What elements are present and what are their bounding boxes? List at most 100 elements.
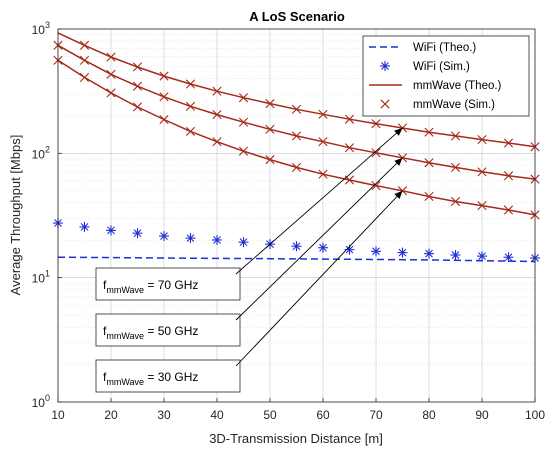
data-point-cross (185, 79, 196, 89)
data-point-cross (503, 171, 514, 181)
cross-stroke (318, 169, 328, 179)
legend-label: WiFi (Sim.) (413, 61, 470, 73)
x-tick-label: 100 (525, 408, 545, 422)
x-tick-label: 90 (475, 408, 489, 422)
x-tick-label: 10 (51, 408, 65, 422)
cross-stroke (132, 62, 143, 72)
data-point-asterisk (79, 221, 90, 232)
legend-label: WiFi (Theo.) (413, 42, 476, 54)
data-point-asterisk (185, 233, 196, 244)
x-tick-label: 40 (210, 408, 224, 422)
data-point-cross (185, 126, 196, 137)
data-point-cross (318, 169, 328, 179)
data-point-asterisk (397, 247, 408, 258)
annotation-label: fmmWave = 70 GHz (103, 278, 198, 295)
cross-stroke (132, 102, 143, 112)
x-tick-label: 80 (422, 408, 436, 422)
cross-stroke (132, 81, 143, 91)
asterisk-stroke (133, 229, 142, 238)
cross-stroke (79, 72, 90, 82)
data-point-cross (79, 40, 90, 50)
cross-stroke (477, 200, 487, 211)
cross-stroke (238, 117, 249, 127)
annotation-arrow (235, 190, 403, 367)
cross-stroke (291, 162, 302, 173)
x-tick-label: 70 (369, 408, 383, 422)
cross-stroke (265, 99, 275, 109)
asterisk-stroke (478, 252, 486, 261)
cross-stroke (106, 69, 116, 79)
asterisk-stroke (381, 62, 389, 70)
legend-asterisk-marker (380, 61, 390, 71)
cross-stroke (265, 155, 275, 165)
data-point-cross (265, 124, 275, 134)
cross-stroke (380, 99, 390, 109)
y-tick-label: 103 (32, 20, 50, 37)
cross-stroke (344, 143, 355, 153)
asterisk-stroke (319, 243, 327, 252)
cross-stroke (212, 86, 222, 96)
data-point-cross (238, 117, 249, 127)
data-point-cross (79, 72, 90, 82)
cross-stroke (371, 181, 381, 191)
cross-stroke (371, 148, 381, 158)
cross-stroke (79, 55, 90, 65)
asterisk-stroke (451, 251, 460, 259)
annotation-label: fmmWave = 50 GHz (103, 324, 198, 341)
asterisk-stroke (160, 232, 168, 240)
cross-stroke (159, 92, 169, 102)
data-point-cross (132, 81, 143, 91)
cross-stroke (212, 137, 222, 147)
legend-label: mmWave (Sim.) (413, 99, 495, 111)
data-point-cross (477, 167, 487, 177)
annotations: fmmWave = 70 GHz fmmWave = 50 GHz fmmWave … (95, 127, 403, 393)
data-point-cross (424, 158, 434, 168)
cross-stroke (371, 119, 381, 129)
cross-stroke (477, 167, 487, 177)
asterisk-stroke (292, 242, 301, 251)
data-point-cross (450, 196, 461, 207)
data-point-cross (132, 102, 143, 112)
data-point-asterisk (159, 231, 169, 242)
x-tick-label: 30 (157, 408, 171, 422)
cross-stroke (159, 71, 169, 81)
x-axis-label: 3D-Transmission Distance [m] (209, 431, 383, 446)
asterisk-stroke (425, 249, 433, 258)
data-point-asterisk (503, 252, 514, 263)
data-point-cross (212, 109, 222, 120)
data-point-cross (79, 55, 90, 65)
cross-stroke (291, 131, 302, 141)
data-point-cross (265, 155, 275, 165)
annotation-label: fmmWave = 30 GHz (103, 370, 198, 387)
asterisk-stroke (504, 253, 513, 262)
annotation-arrowhead (394, 157, 403, 166)
data-point-cross (106, 52, 116, 62)
legend-label: mmWave (Theo.) (413, 80, 502, 92)
series-line (57, 256, 536, 263)
x-tick-label: 50 (263, 408, 277, 422)
cross-stroke (238, 93, 249, 103)
data-point-asterisk (424, 248, 434, 259)
data-point-cross (450, 131, 461, 141)
y-axis-ticks: 100 101 102 103 (32, 20, 62, 410)
cross-stroke (291, 104, 302, 114)
data-point-cross (450, 162, 461, 173)
cross-stroke (477, 134, 487, 145)
data-point-cross (212, 86, 222, 96)
cross-stroke (424, 158, 434, 168)
cross-stroke (450, 162, 461, 173)
data-point-asterisk (212, 234, 222, 245)
data-point-cross (291, 162, 302, 173)
data-point-cross (106, 69, 116, 79)
data-point-asterisk (318, 242, 328, 253)
annotation-box (95, 359, 241, 393)
data-point-cross (318, 109, 328, 119)
data-point-cross (106, 88, 116, 98)
data-point-cross (344, 114, 355, 124)
asterisk-stroke (372, 247, 380, 256)
data-point-cross (212, 137, 222, 147)
plot-frame (57, 28, 536, 403)
data-point-cross (477, 134, 487, 145)
cross-stroke (450, 196, 461, 207)
